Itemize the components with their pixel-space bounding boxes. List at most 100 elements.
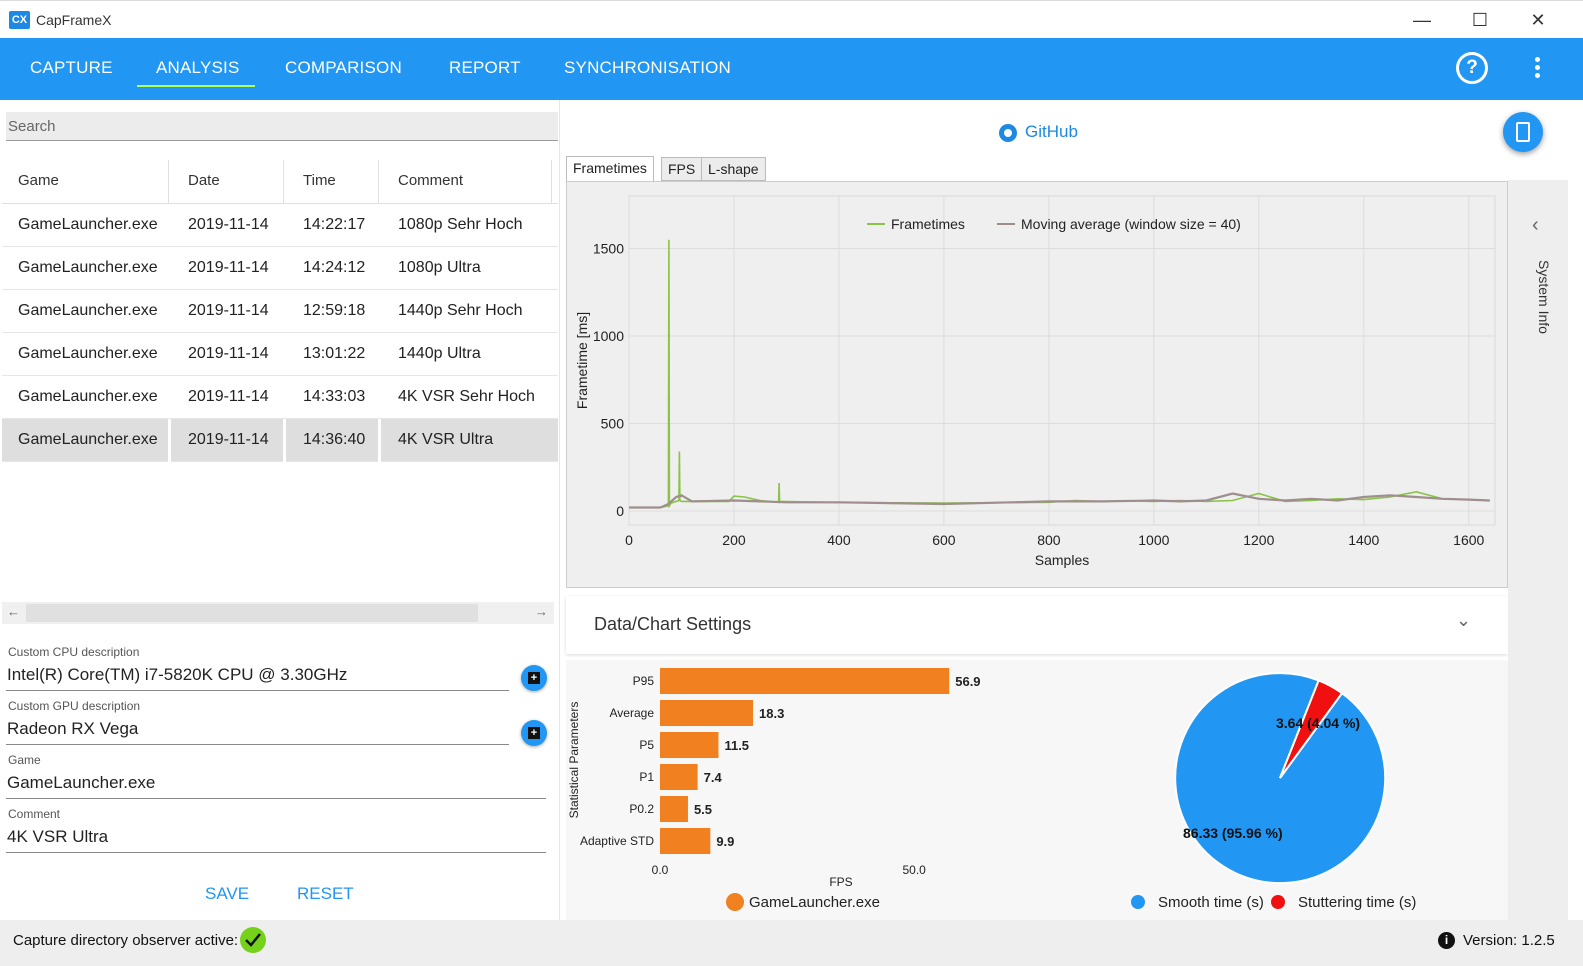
search-input[interactable]: Search bbox=[6, 112, 558, 141]
cell-game: GameLauncher.exe bbox=[18, 431, 158, 448]
cell-date: 2019-11-14 bbox=[188, 345, 269, 362]
observer-status: Capture directory observer active: bbox=[13, 932, 239, 949]
cell-comment: 1440p Sehr Hoch bbox=[398, 302, 523, 319]
table-body: GameLauncher.exe 2019-11-14 14:22:17 1080p … bbox=[2, 204, 558, 462]
title-bar: CX CapFrameX — ☐ ✕ bbox=[0, 0, 1583, 38]
statistics-bar-chart: P95 56.9 Average 18.3 P5 11.5 P1 7.4 P0.2 5.5 Adap… bbox=[567, 668, 981, 911]
cell-time: 13:01:22 bbox=[303, 345, 366, 362]
x-tick-label: 1400 bbox=[1348, 532, 1379, 548]
reset-button[interactable]: RESET bbox=[297, 884, 354, 903]
column-header-game[interactable]: Game bbox=[18, 172, 59, 189]
x-tick-label: 600 bbox=[932, 532, 956, 548]
top-nav: CAPTURE ANALYSIS COMPARISON REPORT SYNCH… bbox=[0, 38, 1583, 100]
x-axis-label: Samples bbox=[1035, 552, 1089, 568]
bar-adaptive-std bbox=[660, 828, 711, 854]
tab-report[interactable]: REPORT bbox=[449, 58, 521, 77]
column-header-time[interactable]: Time bbox=[303, 172, 336, 189]
status-bar: Capture directory observer active: i Ver… bbox=[0, 920, 1583, 966]
x-tick-label: 400 bbox=[827, 532, 851, 548]
save-button[interactable]: SAVE bbox=[205, 884, 250, 903]
tab-analysis[interactable]: ANALYSIS bbox=[156, 58, 240, 77]
legend-label: Moving average (window size = 40) bbox=[1021, 216, 1241, 232]
bar-value-label: 7.4 bbox=[704, 770, 723, 785]
stutter-pie-chart: 3.64 (4.04 %) 86.33 (95.96 %) Smooth time … bbox=[1131, 672, 1416, 911]
bar-value-label: 56.9 bbox=[955, 674, 980, 689]
github-link[interactable]: GitHub bbox=[1025, 122, 1078, 141]
cell-game: GameLauncher.exe bbox=[18, 259, 158, 276]
bar-value-label: 11.5 bbox=[724, 738, 749, 753]
cell-time: 14:33:03 bbox=[303, 388, 366, 405]
table-row[interactable]: GameLauncher.exe 2019-11-14 14:36:40 4K VSR… bbox=[2, 419, 558, 462]
plus-icon: + bbox=[528, 672, 540, 684]
game-label: Game bbox=[8, 753, 41, 767]
cell-date: 2019-11-14 bbox=[188, 431, 269, 448]
bar-p1 bbox=[660, 764, 698, 790]
y-axis-label: Frametime [ms] bbox=[574, 312, 590, 409]
minimize-button[interactable]: — bbox=[1413, 10, 1431, 30]
chevron-down-icon[interactable]: ⌄ bbox=[1456, 610, 1472, 630]
chevron-left-icon[interactable]: ‹ bbox=[1532, 214, 1539, 236]
bar-legend-label: GameLauncher.exe bbox=[749, 894, 880, 911]
bar-x-axis-label: FPS bbox=[829, 875, 852, 889]
cell-game: GameLauncher.exe bbox=[18, 388, 158, 405]
scrollbar-thumb[interactable] bbox=[26, 604, 478, 622]
cell-time: 14:24:12 bbox=[303, 259, 366, 276]
add-cpu-button[interactable]: + bbox=[521, 665, 547, 691]
help-icon[interactable]: ? bbox=[1456, 52, 1488, 84]
comment-field[interactable]: 4K VSR Ultra bbox=[7, 827, 109, 846]
bar-p95 bbox=[660, 668, 950, 694]
table-row[interactable]: GameLauncher.exe 2019-11-14 13:01:22 1440p … bbox=[2, 333, 558, 376]
cell-time: 12:59:18 bbox=[303, 302, 366, 319]
cell-date: 2019-11-14 bbox=[188, 216, 269, 233]
x-tick-label: 200 bbox=[722, 532, 746, 548]
bar-category-label: P0.2 bbox=[629, 802, 654, 816]
active-tab-indicator bbox=[137, 85, 255, 87]
gpu-description-field[interactable]: Radeon RX Vega bbox=[7, 719, 139, 738]
pie-legend-swatch bbox=[1131, 895, 1145, 909]
column-header-comment[interactable]: Comment bbox=[398, 172, 464, 189]
column-header-date[interactable]: Date bbox=[188, 172, 220, 189]
table-row[interactable]: GameLauncher.exe 2019-11-14 12:59:18 1440p … bbox=[2, 290, 558, 333]
records-table: Game Date Time Comment GameLauncher.exe 2… bbox=[2, 160, 558, 462]
plus-icon: + bbox=[528, 727, 540, 739]
horizontal-scrollbar[interactable]: ← → bbox=[2, 602, 554, 624]
maximize-button[interactable]: ☐ bbox=[1471, 10, 1489, 30]
frametime-chart-svg: 0 200 400 600 800 1000 1200 1400 1600 0 500 1000 150… bbox=[574, 195, 1496, 568]
bar-value-label: 18.3 bbox=[759, 706, 784, 721]
tab-synchronisation[interactable]: SYNCHRONISATION bbox=[564, 58, 732, 77]
system-info-sidebar[interactable]: ‹ System Info bbox=[1508, 180, 1568, 930]
system-info-label: System Info bbox=[1536, 260, 1552, 334]
device-icon bbox=[1516, 122, 1530, 142]
scroll-right-icon[interactable]: → bbox=[535, 604, 548, 619]
tab-capture[interactable]: CAPTURE bbox=[30, 58, 113, 77]
table-row[interactable]: GameLauncher.exe 2019-11-14 14:24:12 1080p … bbox=[2, 247, 558, 290]
data-chart-settings[interactable]: Data/Chart Settings ⌄ bbox=[566, 596, 1508, 654]
cell-game: GameLauncher.exe bbox=[18, 216, 158, 233]
x-tick-label: 1600 bbox=[1453, 532, 1484, 548]
more-options-icon[interactable] bbox=[1535, 57, 1541, 79]
tab-fps[interactable]: FPS bbox=[661, 157, 703, 181]
bar-y-axis-label: Statistical Parameters bbox=[567, 702, 581, 819]
table-row[interactable]: GameLauncher.exe 2019-11-14 14:22:17 1080p … bbox=[2, 204, 558, 247]
y-tick-label: 0 bbox=[616, 503, 624, 519]
overlay-button[interactable] bbox=[1503, 112, 1543, 152]
add-gpu-button[interactable]: + bbox=[521, 720, 547, 746]
tab-comparison[interactable]: COMPARISON bbox=[285, 58, 402, 77]
pie-legend-label: Smooth time (s) bbox=[1158, 894, 1264, 911]
cell-comment: 4K VSR Sehr Hoch bbox=[398, 388, 535, 405]
github-icon bbox=[999, 124, 1017, 142]
y-tick-label: 1000 bbox=[593, 328, 624, 344]
cpu-description-field[interactable]: Intel(R) Core(TM) i7-5820K CPU @ 3.30GHz bbox=[7, 665, 348, 684]
scroll-left-icon[interactable]: ← bbox=[7, 604, 20, 619]
cell-time: 14:22:17 bbox=[303, 216, 366, 233]
game-field[interactable]: GameLauncher.exe bbox=[7, 773, 156, 792]
app-logo: CX bbox=[9, 11, 30, 29]
bar-value-label: 9.9 bbox=[716, 834, 734, 849]
settings-title: Data/Chart Settings bbox=[594, 614, 752, 634]
tab-frametimes[interactable]: Frametimes bbox=[566, 156, 654, 182]
statistics-area: P95 56.9 Average 18.3 P5 11.5 P1 7.4 P0.2 5.5 Adap… bbox=[566, 660, 1508, 922]
table-row[interactable]: GameLauncher.exe 2019-11-14 14:33:03 4K VSR… bbox=[2, 376, 558, 419]
close-button[interactable]: ✕ bbox=[1530, 10, 1546, 30]
tab-l-shape[interactable]: L-shape bbox=[701, 157, 766, 181]
pie-slice-stuttering bbox=[1279, 679, 1344, 779]
